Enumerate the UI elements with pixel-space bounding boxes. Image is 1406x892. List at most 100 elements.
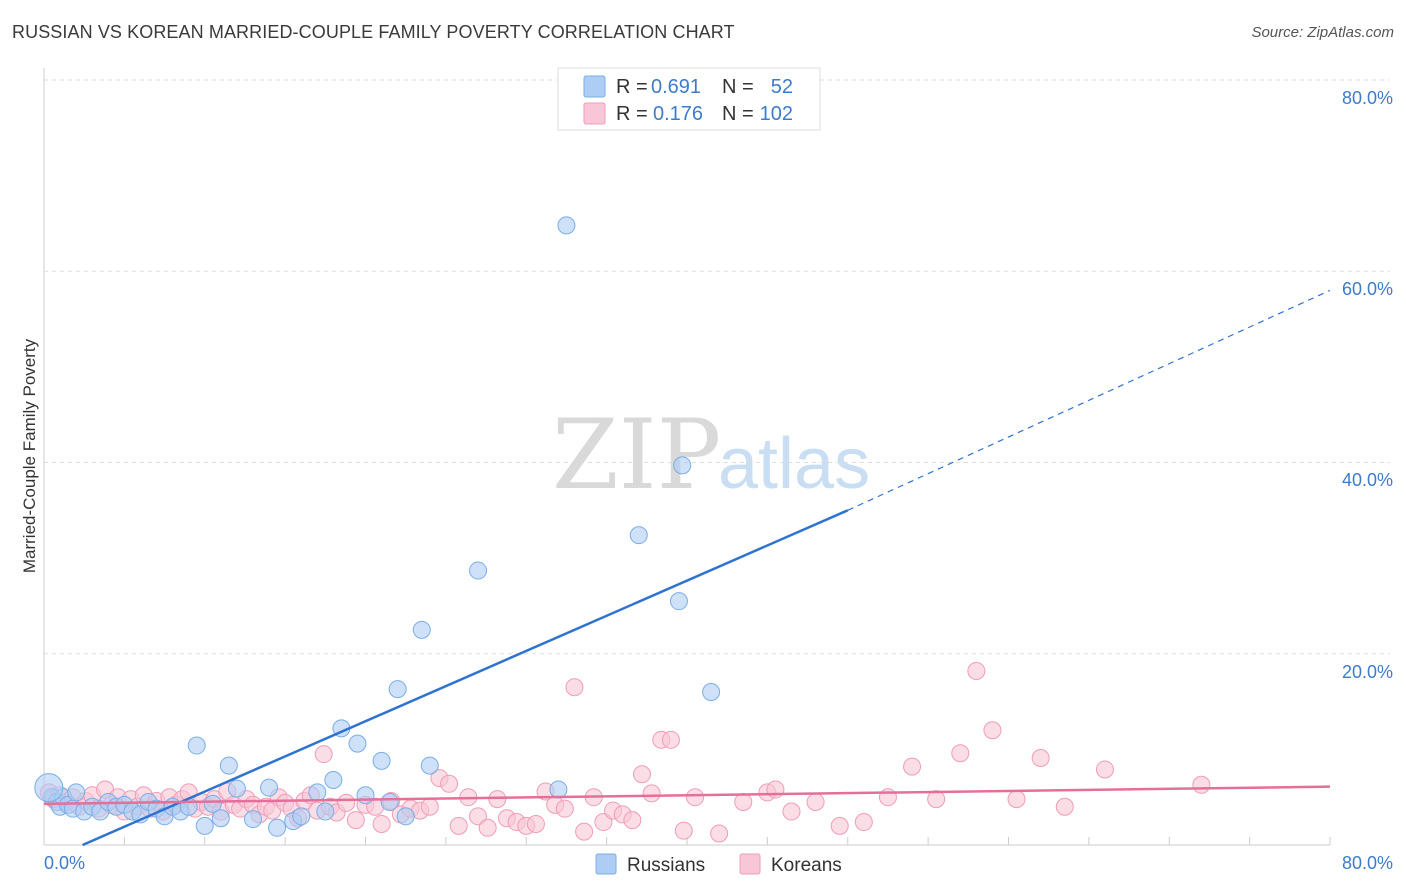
russians-point-21 <box>187 736 206 755</box>
russians-point-27 <box>243 810 262 829</box>
russians-point-47 <box>629 526 648 545</box>
koreans-point-88 <box>854 813 873 832</box>
russians-point-38 <box>372 751 391 770</box>
bottom-legend-swatch-russians <box>595 853 617 875</box>
koreans-point-81 <box>686 788 705 807</box>
watermark-atlas: atlas <box>718 424 870 504</box>
koreans-point-86 <box>806 792 825 811</box>
koreans-point-76 <box>623 811 642 830</box>
koreans-trendline <box>43 785 1331 806</box>
russians-point-43 <box>420 756 439 775</box>
koreans-point-73 <box>594 813 613 832</box>
koreans-point-98 <box>1095 760 1114 779</box>
russians-point-45 <box>549 780 568 799</box>
koreans-point-89 <box>878 788 897 807</box>
koreans-point-83 <box>734 792 753 811</box>
russians-point-29 <box>268 818 287 837</box>
russians-point-34 <box>324 770 343 789</box>
koreans-point-57 <box>440 774 459 793</box>
koreans-point-94 <box>983 721 1002 740</box>
koreans-point-87 <box>830 816 849 835</box>
koreans-point-70 <box>565 678 584 697</box>
koreans-point-100 <box>674 821 693 840</box>
koreans-point-95 <box>1007 790 1026 809</box>
russians-point-26 <box>227 779 246 798</box>
koreans-point-85 <box>782 802 801 821</box>
legend-russians-n-label: N = <box>722 76 754 98</box>
koreans-point-61 <box>478 818 497 837</box>
russians-point-37 <box>356 786 375 805</box>
series-legend: Russians Koreans <box>595 853 842 876</box>
russians-point-24 <box>211 809 230 828</box>
russians-point-51 <box>34 773 64 803</box>
russians-trendline-extension <box>847 289 1331 511</box>
x-tick-label-80: 80.0% <box>1342 853 1393 873</box>
koreans-point-60 <box>469 807 488 826</box>
russians-point-42 <box>412 620 431 639</box>
y-tick-label-20: 20.0% <box>1342 662 1393 682</box>
russians-point-48 <box>669 592 688 611</box>
y-tick-label-60: 60.0% <box>1342 279 1393 299</box>
russians-point-33 <box>316 802 335 821</box>
koreans-point-99 <box>1192 775 1211 794</box>
koreans-point-97 <box>1055 797 1074 816</box>
koreans-point-77 <box>632 765 651 784</box>
y-axis-label: Married-Couple Family Poverty <box>20 338 39 573</box>
bottom-legend-russians: Russians <box>627 855 705 876</box>
bottom-legend-koreans: Koreans <box>771 855 842 876</box>
russians-point-44 <box>469 561 488 580</box>
koreans-point-91 <box>927 790 946 809</box>
y-tick-label-80: 80.0% <box>1342 88 1393 108</box>
koreans-point-78 <box>642 784 661 803</box>
koreans-point-90 <box>903 757 922 776</box>
legend-russians-n-value: 52 <box>771 76 793 98</box>
legend-koreans-r-label: R = <box>616 103 648 125</box>
russians-point-31 <box>292 807 311 826</box>
russians-point-23 <box>203 794 222 813</box>
koreans-point-47 <box>346 811 365 830</box>
russians-point-40 <box>388 680 407 699</box>
koreans-point-96 <box>1031 748 1050 767</box>
russians-point-6 <box>67 783 86 802</box>
russians-point-32 <box>308 783 327 802</box>
koreans-point-71 <box>575 822 594 841</box>
correlation-legend: R = 0.691 N = 52 R = 0.176 N = 102 <box>557 67 821 131</box>
russians-point-39 <box>380 792 399 811</box>
russians-point-22 <box>195 816 214 835</box>
russians-trendline <box>82 509 849 847</box>
koreans-point-101 <box>766 780 785 799</box>
russians-points <box>34 216 721 837</box>
watermark-zip: ZIP <box>552 399 721 511</box>
russians-point-46 <box>557 216 576 235</box>
koreans-point-92 <box>951 744 970 763</box>
koreans-point-50 <box>372 814 391 833</box>
koreans-point-66 <box>526 814 545 833</box>
legend-swatch-koreans <box>583 102 606 125</box>
legend-koreans-n-value: 102 <box>760 103 793 125</box>
legend-koreans-n-label: N = <box>722 103 754 125</box>
koreans-point-82 <box>710 824 729 843</box>
koreans-point-43 <box>314 745 333 764</box>
legend-russians-r-value: 0.691 <box>651 76 701 98</box>
koreans-point-93 <box>967 661 986 680</box>
koreans-point-69 <box>555 799 574 818</box>
russians-point-49 <box>673 456 692 475</box>
russians-point-28 <box>260 778 279 797</box>
koreans-point-55 <box>420 797 439 816</box>
koreans-point-58 <box>449 816 468 835</box>
legend-russians-r-label: R = <box>616 76 648 98</box>
legend-koreans-r-value: 0.176 <box>653 103 703 125</box>
koreans-point-46 <box>337 793 356 812</box>
chart-title: RUSSIAN VS KOREAN MARRIED-COUPLE FAMILY … <box>12 22 735 42</box>
bottom-legend-swatch-koreans <box>739 853 761 875</box>
russians-point-50 <box>702 683 721 701</box>
russians-point-36 <box>348 734 367 753</box>
russians-point-41 <box>396 807 415 826</box>
koreans-point-80 <box>661 730 680 749</box>
x-axis-ticks <box>43 837 1331 845</box>
trendlines <box>43 289 1331 847</box>
legend-swatch-russians <box>583 75 606 98</box>
source-label: Source: ZipAtlas.com <box>1251 24 1394 41</box>
y-tick-label-40: 40.0% <box>1342 470 1393 490</box>
